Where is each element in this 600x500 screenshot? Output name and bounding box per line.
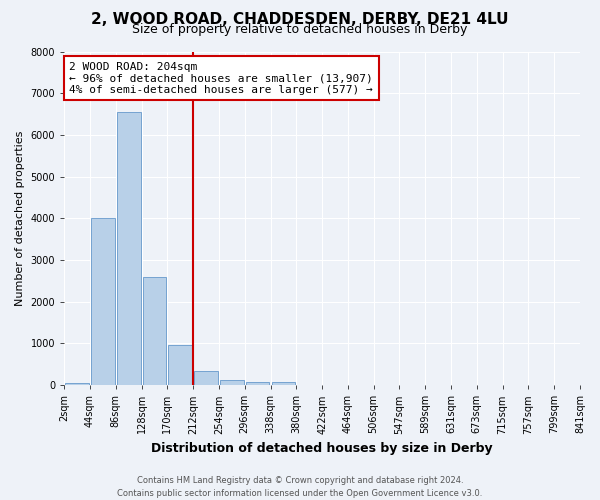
Bar [246, 382, 269, 385]
Bar [65, 383, 89, 385]
Bar [220, 380, 244, 385]
Y-axis label: Number of detached properties: Number of detached properties [15, 130, 25, 306]
Bar [272, 382, 295, 385]
Text: Size of property relative to detached houses in Derby: Size of property relative to detached ho… [133, 22, 467, 36]
Bar [117, 112, 140, 385]
Text: 2 WOOD ROAD: 204sqm
← 96% of detached houses are smaller (13,907)
4% of semi-det: 2 WOOD ROAD: 204sqm ← 96% of detached ho… [70, 62, 373, 94]
Text: 2, WOOD ROAD, CHADDESDEN, DERBY, DE21 4LU: 2, WOOD ROAD, CHADDESDEN, DERBY, DE21 4L… [91, 12, 509, 28]
Bar [143, 276, 166, 385]
Text: Contains HM Land Registry data © Crown copyright and database right 2024.
Contai: Contains HM Land Registry data © Crown c… [118, 476, 482, 498]
Bar [194, 372, 218, 385]
Bar [91, 218, 115, 385]
Bar [169, 344, 192, 385]
X-axis label: Distribution of detached houses by size in Derby: Distribution of detached houses by size … [151, 442, 493, 455]
